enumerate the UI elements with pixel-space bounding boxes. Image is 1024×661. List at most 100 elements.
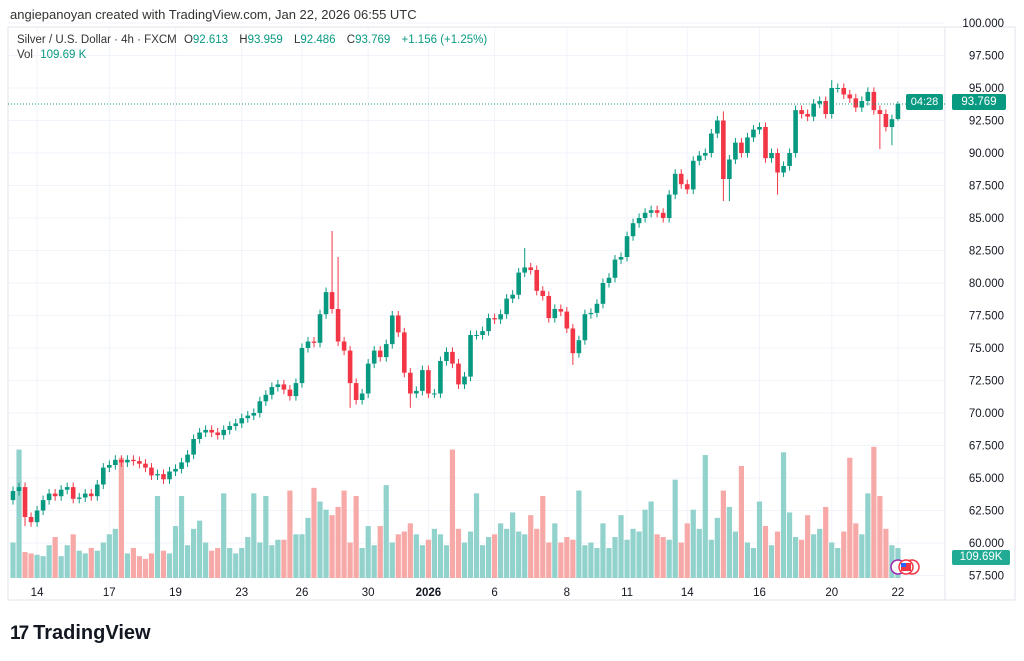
candle-body xyxy=(94,484,100,497)
volume-bar xyxy=(805,515,811,578)
candle-body xyxy=(793,110,798,153)
x-tick-label: 6 xyxy=(491,587,497,599)
candle-body xyxy=(125,459,130,463)
candle-body xyxy=(215,432,220,436)
volume-bar xyxy=(106,534,112,578)
candle-body xyxy=(58,489,64,497)
candle-body xyxy=(450,351,455,364)
candle-body xyxy=(462,376,467,385)
volume-bar xyxy=(817,528,823,578)
volume-bar xyxy=(178,496,185,578)
symbol-title[interactable]: Silver / U.S. Dollar · 4h · FXCM xyxy=(17,34,177,46)
volume-bar xyxy=(823,506,829,578)
volume-bar xyxy=(365,526,371,578)
candle-body xyxy=(70,487,76,499)
volume-bar xyxy=(528,515,534,578)
volume-bar xyxy=(16,449,22,578)
candle-body xyxy=(709,133,714,153)
author-credit: angiepanoyan created with TradingView.co… xyxy=(10,7,417,22)
candle-body xyxy=(143,463,148,468)
candle-body xyxy=(185,454,190,463)
volume-bar xyxy=(498,523,504,578)
y-tick-label: 75.000 xyxy=(969,343,1004,355)
candle-body xyxy=(690,160,696,190)
volume-bar xyxy=(443,545,450,578)
volume-bar xyxy=(642,509,648,578)
volume-bar xyxy=(383,485,389,578)
volume-bar xyxy=(473,493,480,578)
volume-bar xyxy=(287,490,293,578)
candle-body xyxy=(534,270,540,291)
candle-body xyxy=(16,487,22,491)
candle-body xyxy=(648,210,654,213)
volume-bar xyxy=(492,534,498,578)
candle-body xyxy=(829,88,835,114)
volume-bar xyxy=(510,512,516,578)
candle-body xyxy=(612,259,618,278)
volume-bar xyxy=(630,528,636,578)
candle-body xyxy=(131,459,136,462)
volume-bar xyxy=(859,534,865,578)
candle-body xyxy=(751,129,756,138)
candle-body xyxy=(757,127,762,130)
y-tick-label: 72.500 xyxy=(969,376,1004,388)
candle-body xyxy=(811,103,816,117)
y-tick-label: 57.500 xyxy=(969,571,1004,583)
candle-body xyxy=(733,142,738,160)
volume-bar xyxy=(160,550,167,578)
x-tick-label: 14 xyxy=(31,587,44,599)
volume-bar xyxy=(269,545,275,578)
candle-body xyxy=(787,153,792,166)
candle-body xyxy=(173,468,178,472)
tradingview-logo[interactable]: 17 TradingView xyxy=(10,622,151,645)
low-label: L xyxy=(294,34,301,46)
volume-bar xyxy=(431,528,437,578)
volume-bar xyxy=(485,537,492,578)
candle-body xyxy=(40,500,46,511)
volume-bar xyxy=(10,542,16,578)
candle-body xyxy=(76,497,82,499)
volume-bar xyxy=(100,542,106,578)
candle-body xyxy=(52,493,58,497)
candle-body xyxy=(672,173,678,195)
volume-bar xyxy=(88,547,94,578)
candle-body xyxy=(552,309,558,319)
candle-body xyxy=(197,432,202,439)
candle-body xyxy=(203,429,208,433)
volume-bar xyxy=(197,520,203,578)
volume-bar xyxy=(142,558,149,578)
candle-body xyxy=(161,474,166,480)
volume-bar xyxy=(841,531,847,578)
candle-body xyxy=(486,318,491,332)
candle-body xyxy=(82,493,88,498)
volume-bar xyxy=(811,534,817,578)
volume-bar xyxy=(865,493,871,578)
volume-bar xyxy=(371,545,377,578)
volume-bar xyxy=(780,452,787,578)
volume-bar xyxy=(323,509,329,578)
candle-body xyxy=(179,462,184,469)
candle-body xyxy=(28,517,34,523)
candle-body xyxy=(305,341,311,348)
volume-bar xyxy=(774,531,781,578)
last-price-tag: 93.769 xyxy=(952,94,1006,110)
candle-body xyxy=(468,335,473,377)
candle-body xyxy=(287,389,293,397)
volume-bar xyxy=(546,542,552,578)
volume-bar xyxy=(191,528,197,578)
volume-bar xyxy=(793,537,799,578)
volume-bar xyxy=(835,547,841,578)
candle-body xyxy=(408,372,413,394)
volume-bar xyxy=(684,523,690,578)
candle-body xyxy=(335,309,341,342)
volume-bar xyxy=(341,490,347,578)
candle-body xyxy=(239,418,245,424)
volume-bar xyxy=(654,534,660,578)
volume-bar xyxy=(636,531,642,578)
x-tick-label: 23 xyxy=(235,587,248,599)
candle-body xyxy=(516,272,521,295)
candle-body xyxy=(119,459,124,463)
candle-body xyxy=(34,510,40,523)
candle-body xyxy=(642,212,648,218)
